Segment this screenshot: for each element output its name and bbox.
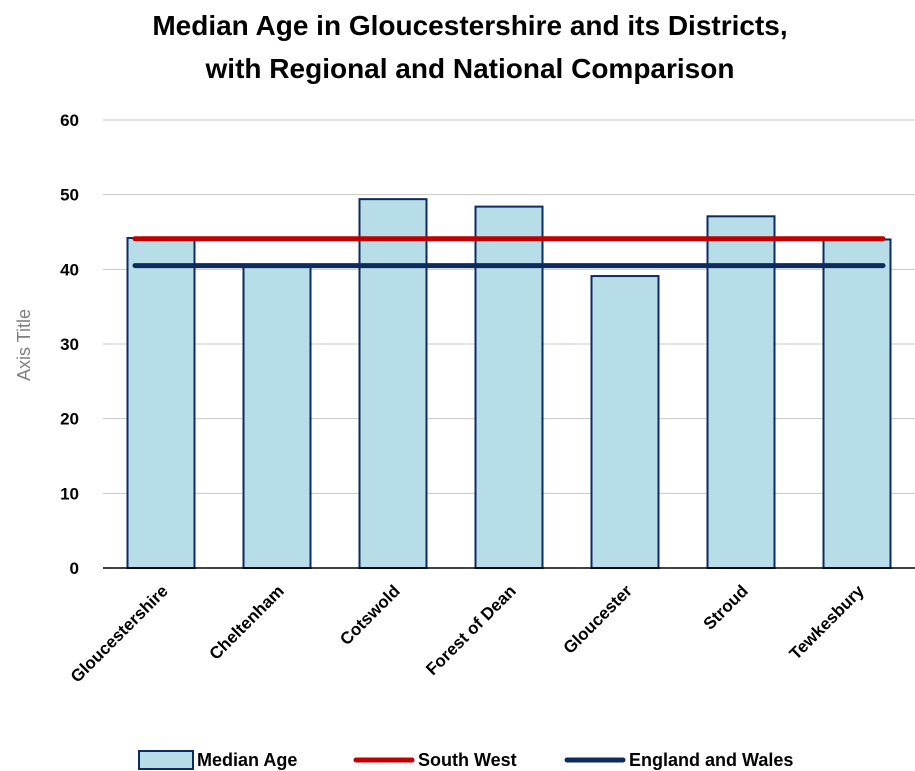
x-tick-label: Cheltenham [206,581,288,663]
y-tick-label: 40 [60,260,79,279]
x-tick-label: Stroud [700,581,752,633]
bar-median-age [242,264,312,569]
legend-swatch-median-age [138,750,194,770]
y-tick-label: 0 [70,559,79,578]
chart-title: Median Age in Gloucestershire and its Di… [152,10,787,84]
bar-median-age [706,215,776,569]
bars [126,198,892,569]
x-tick-label: Gloucestershire [67,581,172,686]
y-axis-ticks: 0 10 20 30 40 50 60 [60,111,79,578]
series-lines [132,236,886,269]
x-tick-label: Tewkesbury [786,581,868,663]
bar-median-age [358,198,428,569]
bar-median-age [590,275,660,569]
y-tick-label: 10 [60,484,79,503]
bar-median-age [126,236,196,569]
legend-label: South West [418,750,517,770]
y-tick-label: 30 [60,335,79,354]
bar-median-age [474,205,544,569]
bar-median-age [822,238,892,569]
chart-title-line-2: with Regional and National Comparison [205,53,735,84]
x-tick-label: Forest of Dean [422,581,520,679]
x-tick-label: Gloucester [560,581,637,658]
x-axis-labels: Gloucestershire Cheltenham Cotswold Forest … [67,581,868,686]
chart-title-line-1: Median Age in Gloucestershire and its Di… [152,10,787,41]
x-tick-label: Cotswold [336,581,404,649]
y-axis-title: Axis Title [14,309,34,381]
y-tick-label: 20 [60,410,79,429]
y-tick-label: 50 [60,186,79,205]
legend-label: England and Wales [629,750,793,770]
legend-label: Median Age [197,750,297,770]
y-tick-label: 60 [60,111,79,130]
legend: Median Age South West England and Wales [138,750,793,770]
